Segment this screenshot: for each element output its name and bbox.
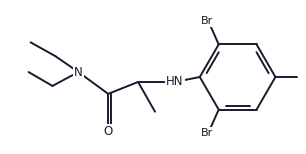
- Text: HN: HN: [166, 75, 184, 88]
- Text: Br: Br: [201, 16, 213, 26]
- Text: N: N: [74, 66, 83, 79]
- Text: O: O: [103, 125, 113, 138]
- Text: Br: Br: [201, 128, 213, 138]
